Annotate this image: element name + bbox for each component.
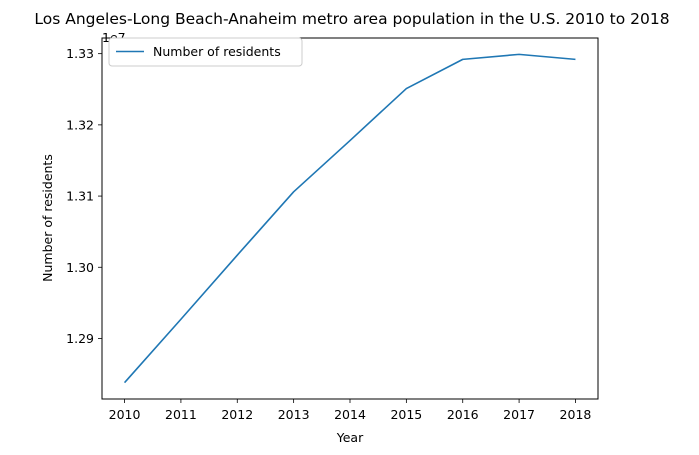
x-tick-label: 2011 [165,407,197,422]
series-line-0 [123,53,576,384]
x-axis-label: Year [336,430,364,445]
x-tick-label: 2017 [503,407,535,422]
y-tick-label: 1.29 [66,331,94,346]
x-axis: 2010 2011 2012 2013 2014 2015 2016 2017 2018 [109,399,592,422]
x-tick-label: 2018 [560,407,592,422]
y-tick-label: 1.33 [66,46,94,61]
y-axis: 1.29 1.30 1.31 1.32 1.33 [66,46,102,346]
y-tick-label: 1.32 [66,117,94,132]
y-axis-label: Number of residents [40,154,55,282]
chart-title: Los Angeles-Long Beach-Anaheim metro are… [34,10,669,28]
axes-frame [101,37,599,400]
x-tick-label: 2015 [390,407,422,422]
x-tick-label: 2014 [334,407,366,422]
y-tick-label: 1.30 [66,260,94,275]
y-tick-label: 1.31 [66,189,94,204]
x-tick-label: 2012 [221,407,253,422]
x-tick-label: 2010 [109,407,141,422]
x-tick-label: 2013 [278,407,310,422]
legend: Number of residents [108,37,303,67]
plot-area [101,37,599,400]
x-tick-label: 2016 [447,407,479,422]
legend-label: Number of residents [153,44,281,59]
series-layer [123,53,576,384]
legend-box [108,37,303,67]
